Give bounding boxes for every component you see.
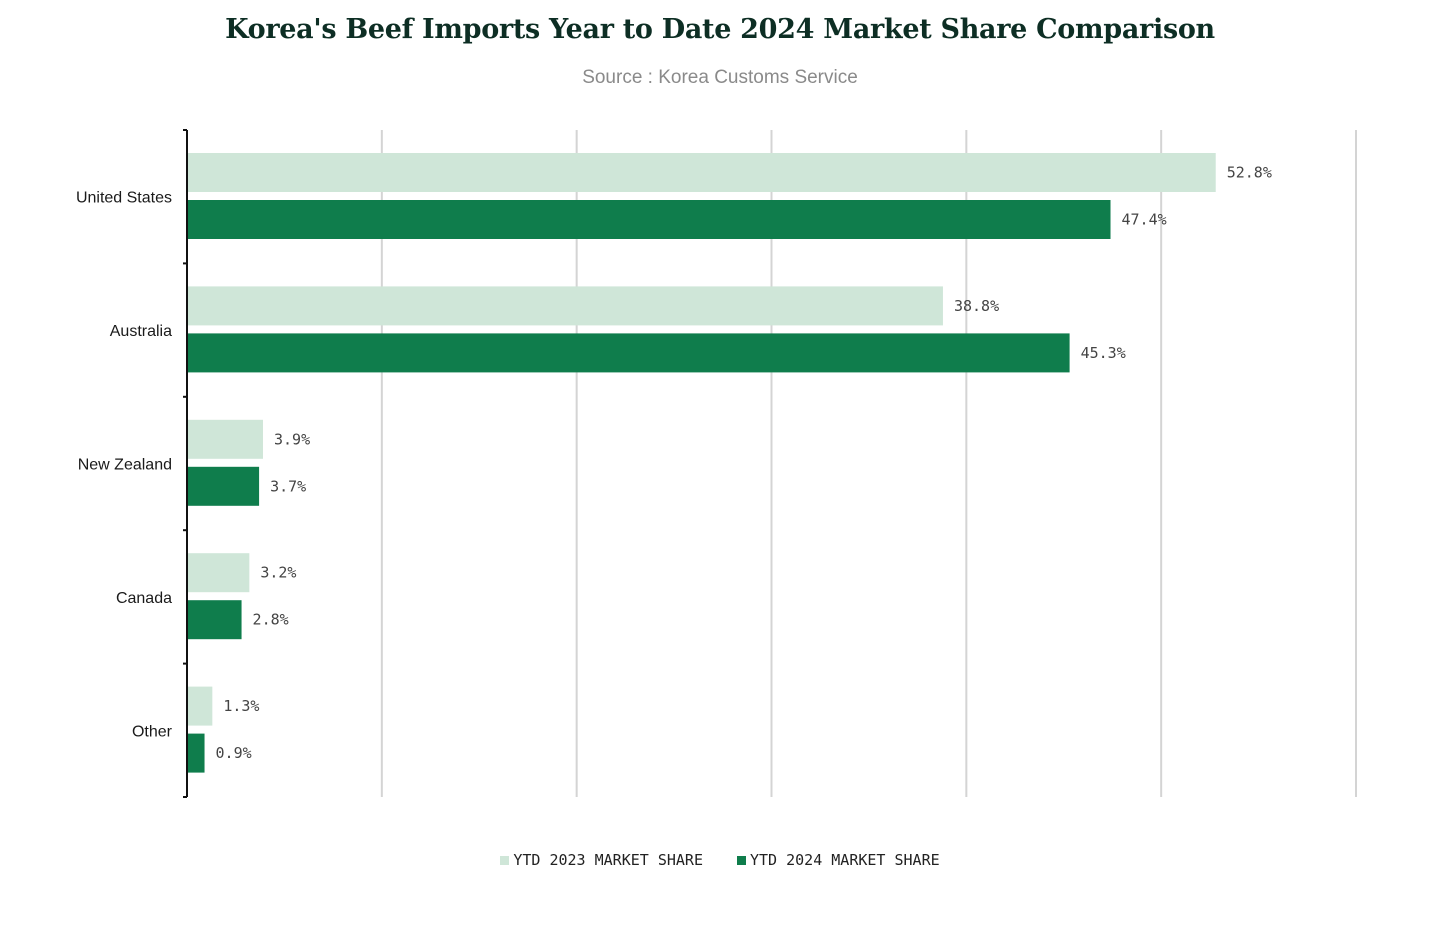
chart-subtitle: Source : Korea Customs Service [582, 67, 858, 88]
category-label: New Zealand [78, 457, 172, 474]
bar-2023 [187, 419, 263, 459]
bar-2024 [187, 333, 1070, 373]
data-label: 38.8% [954, 297, 999, 315]
legend: YTD 2023 MARKET SHARE YTD 2024 MARKET SH… [0, 851, 1440, 869]
bar-2024 [187, 600, 242, 640]
data-label: 3.9% [274, 430, 310, 448]
data-label: 3.7% [270, 477, 306, 495]
bar-2024 [187, 466, 260, 506]
bar-2023 [187, 153, 1216, 192]
legend-swatch-2024 [737, 855, 746, 865]
category-label: Australia [110, 323, 172, 340]
bar-2023 [187, 286, 943, 326]
data-label: 2.8% [253, 611, 289, 629]
bar-2023 [187, 686, 213, 726]
data-label: 1.3% [223, 697, 259, 715]
category-label: Canada [116, 590, 172, 607]
bar-2024 [187, 733, 205, 773]
bar-2024 [187, 200, 1111, 239]
data-label: 52.8% [1227, 164, 1272, 182]
legend-item-2024: YTD 2024 MARKET SHARE [737, 851, 940, 869]
data-label: 0.9% [216, 744, 252, 762]
chart-title: Korea's Beef Imports Year to Date 2024 M… [225, 14, 1215, 45]
legend-swatch-2023 [500, 855, 510, 865]
data-label: 47.4% [1122, 211, 1167, 229]
data-label: 45.3% [1081, 344, 1126, 362]
legend-item-2023: YTD 2023 MARKET SHARE [500, 851, 703, 869]
bar-2023 [187, 553, 250, 593]
legend-label-2023: YTD 2023 MARKET SHARE [513, 851, 703, 869]
data-label: 3.2% [260, 564, 296, 582]
category-label: United States [76, 190, 172, 207]
legend-label-2024: YTD 2024 MARKET SHARE [750, 851, 940, 869]
category-label: Other [132, 723, 173, 740]
